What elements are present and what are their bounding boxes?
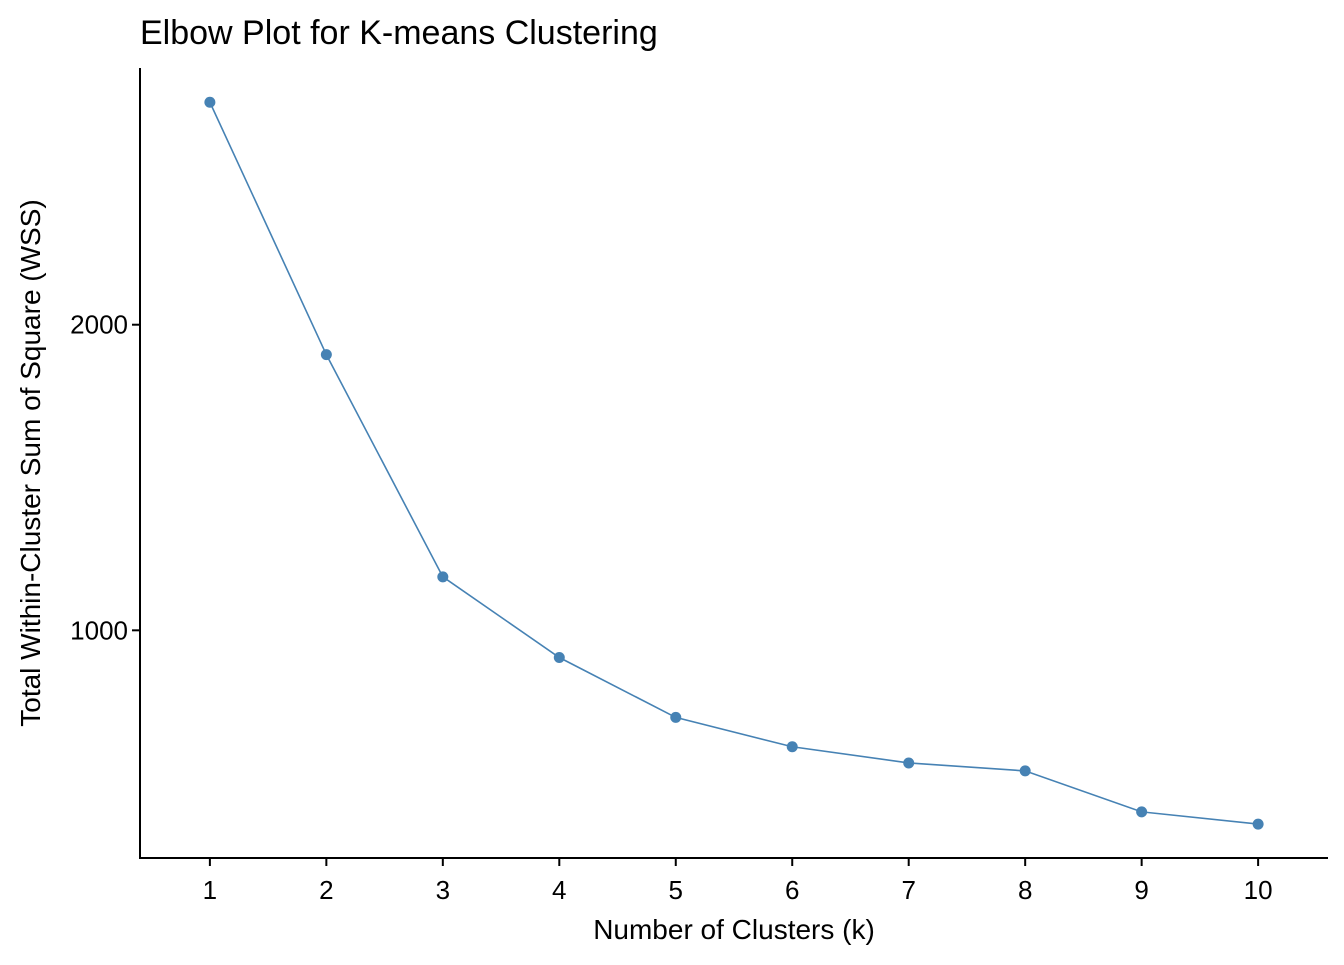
y-axis-title: Total Within-Cluster Sum of Square (WSS) (15, 199, 46, 727)
data-point (320, 349, 332, 361)
data-point (437, 571, 449, 583)
data-point (1136, 806, 1148, 818)
y-axis-ticks: 1000 2000 (70, 310, 140, 645)
data-point (670, 711, 682, 723)
x-tick-label: 2 (319, 875, 333, 905)
x-tick-label: 10 (1244, 875, 1273, 905)
x-tick-label: 5 (669, 875, 683, 905)
data-point (786, 741, 798, 753)
y-tick-label: 1000 (70, 615, 128, 645)
x-tick-label: 8 (1018, 875, 1032, 905)
series-lines (209, 101, 1259, 825)
data-point (903, 757, 915, 769)
chart-title: Elbow Plot for K-means Clustering (140, 14, 658, 52)
x-tick-label: 9 (1134, 875, 1148, 905)
x-tick-label: 1 (203, 875, 217, 905)
x-tick-label: 6 (785, 875, 799, 905)
data-point (553, 652, 565, 664)
x-tick-label: 3 (436, 875, 450, 905)
x-axis-title: Number of Clusters (k) (593, 914, 875, 945)
series-points (204, 96, 1264, 830)
y-tick-label: 2000 (70, 310, 128, 340)
series-line (209, 101, 1259, 825)
data-point (1019, 765, 1031, 777)
x-tick-label: 4 (552, 875, 566, 905)
data-point (1252, 818, 1264, 830)
data-point (204, 96, 216, 108)
x-tick-label: 7 (901, 875, 915, 905)
x-axis-ticks: 1 2 3 4 5 6 7 8 9 10 (203, 858, 1273, 905)
axes (139, 68, 1328, 859)
